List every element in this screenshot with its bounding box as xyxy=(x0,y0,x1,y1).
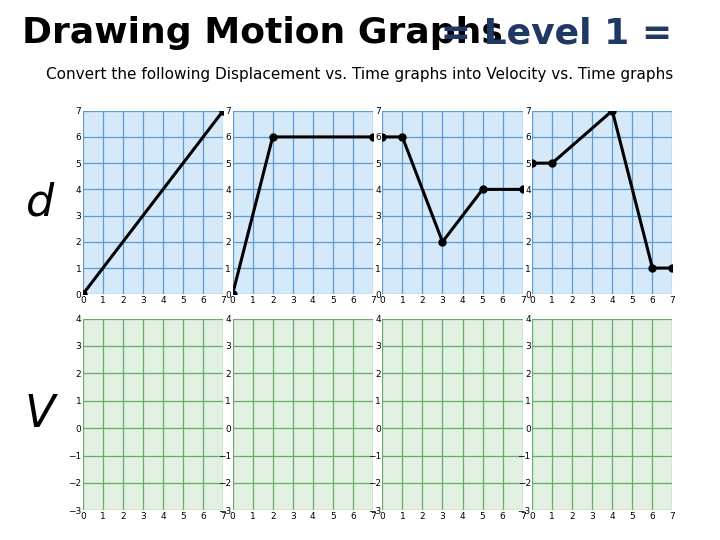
Text: d: d xyxy=(25,181,54,224)
Text: Drawing Motion Graphs: Drawing Motion Graphs xyxy=(22,16,503,50)
Text: Convert the following Displacement vs. Time graphs into Velocity vs. Time graphs: Convert the following Displacement vs. T… xyxy=(46,68,674,83)
Text: = Level 1 =: = Level 1 = xyxy=(428,16,672,50)
Text: V: V xyxy=(24,393,55,436)
